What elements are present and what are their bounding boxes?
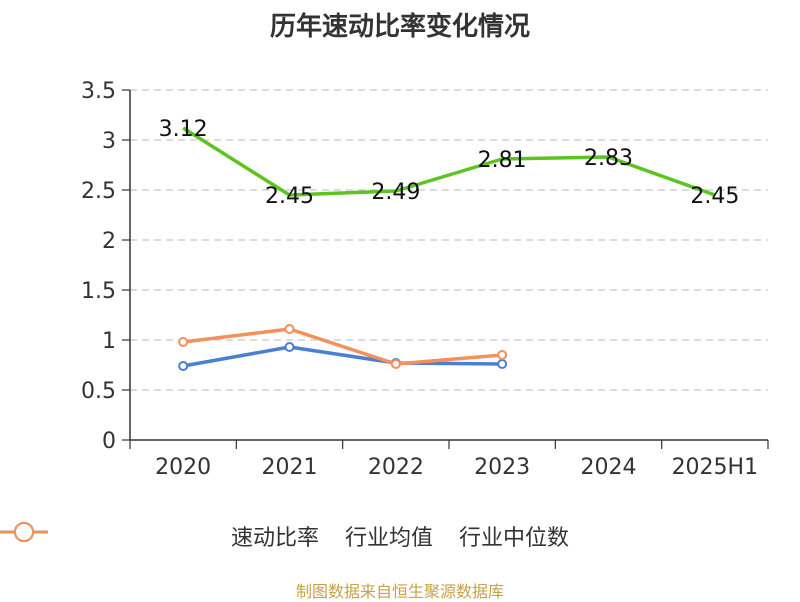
series-line (182, 327, 503, 366)
y-tick-label: 2.5 (81, 179, 116, 204)
data-point (284, 324, 295, 334)
y-tick-label: 0 (102, 429, 116, 454)
legend-item-industry-mean[interactable]: 行业均值 (0, 520, 433, 552)
data-point (178, 337, 189, 347)
x-tick-label: 2021 (262, 455, 318, 480)
x-tick-label: 2025H1 (672, 455, 759, 480)
data-label: 2.45 (690, 184, 739, 209)
y-tick-label: 3 (102, 129, 116, 154)
legend-item-industry-median[interactable]: 行业中位数 (0, 520, 570, 552)
data-label: 2.45 (265, 184, 314, 209)
x-tick-label: 2020 (155, 455, 211, 480)
data-source-note: 制图数据来自恒生聚源数据库 (295, 582, 504, 601)
data-label: 2.49 (371, 180, 420, 205)
data-point (284, 342, 295, 352)
data-label: 2.81 (478, 148, 527, 173)
series-2 (178, 324, 508, 369)
legend-label: 行业均值 (344, 526, 433, 551)
series-line (182, 345, 503, 368)
y-tick-label: 1.5 (81, 279, 116, 304)
series-line (182, 126, 716, 197)
data-point (178, 361, 189, 371)
chart-title: 历年速动比率变化情况 (269, 12, 530, 42)
legend-label: 行业中位数 (459, 526, 570, 551)
data-point (497, 350, 508, 360)
chart-legend: 速动比率 行业均值 行业中位数 (0, 520, 800, 552)
y-tick-label: 1 (102, 329, 116, 354)
x-tick-label: 2023 (474, 455, 530, 480)
data-label: 2.83 (584, 146, 633, 171)
data-point (390, 359, 401, 369)
series-0: 3.12 2.45 2.49 2.81 2.83 2.45 (159, 117, 740, 209)
legend-item-quick-ratio[interactable]: 速动比率 (0, 520, 319, 552)
y-tick-label: 3.5 (81, 79, 116, 104)
y-tick-label: 0.5 (81, 379, 116, 404)
x-tick-label: 2022 (368, 455, 424, 480)
data-label: 3.12 (159, 117, 208, 142)
x-tick-label: 2024 (581, 455, 637, 480)
legend-label: 速动比率 (230, 526, 319, 551)
data-point (497, 359, 508, 369)
legend-marker-icon (0, 522, 48, 542)
y-tick-label: 2 (102, 229, 116, 254)
